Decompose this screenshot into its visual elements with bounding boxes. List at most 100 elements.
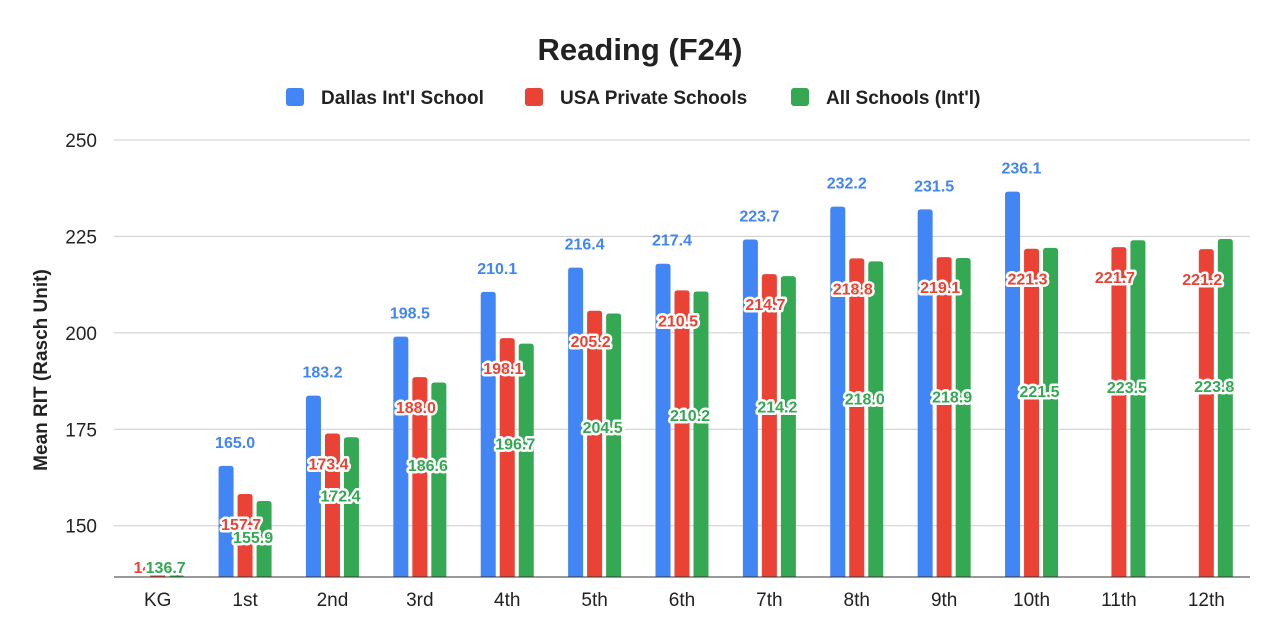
bar-all-schools-int-l-9th: [955, 257, 971, 577]
data-label-dallas-int-l-school-3rd: 198.5: [390, 306, 430, 323]
x-tick-label-9th: 9th: [931, 590, 957, 611]
bar-all-schools-int-l-11th: [1130, 240, 1146, 577]
y-axis-ticks: 150 175 200 225 250: [65, 131, 97, 538]
data-label-usa-private-schools-8th: 218.8: [833, 281, 873, 298]
y-tick-label: 175: [65, 420, 97, 441]
data-label-usa-private-schools-5th: 205.2: [571, 334, 611, 351]
y-axis-label: Mean RIT (Rasch Unit): [31, 269, 52, 471]
data-label-all-schools-int-l-12th: 223.8: [1194, 379, 1234, 396]
data-label-all-schools-int-l-10th: 221.5: [1020, 384, 1060, 401]
data-label-all-schools-int-l-9th: 218.9: [932, 390, 972, 407]
data-label-all-schools-int-l-8th: 218.0: [845, 392, 885, 409]
legend-label-dallas-int-l-school: Dallas Int'l School: [321, 88, 484, 109]
bar-dallas-int-l-school-3rd: [393, 336, 409, 577]
x-tick-label-2nd: 2nd: [317, 590, 349, 611]
bar-usa-private-schools-2nd: [324, 433, 340, 577]
x-tick-label-3rd: 3rd: [406, 590, 433, 611]
bar-all-schools-int-l-8th: [868, 261, 884, 577]
data-label-usa-private-schools-10th: 221.3: [1008, 272, 1048, 289]
data-label-usa-private-schools-kg: 140.2: [134, 560, 174, 577]
data-label-all-schools-int-l-4th: 196.7: [495, 437, 535, 454]
bar-usa-private-schools-5th: [587, 310, 603, 577]
bar-dallas-int-l-school-1st: [218, 465, 234, 577]
data-label-all-schools-int-l-5th: 204.5: [583, 420, 623, 437]
bar-usa-private-schools-3rd: [412, 377, 428, 577]
data-label-dallas-int-l-school-2nd: 183.2: [302, 365, 342, 382]
bar-dallas-int-l-school-9th: [917, 209, 933, 578]
bar-dallas-int-l-school-5th: [568, 267, 584, 577]
bar-all-schools-int-l-5th: [606, 313, 622, 577]
data-label-dallas-int-l-school-5th: 216.4: [565, 237, 605, 254]
bar-dallas-int-l-school-8th: [830, 206, 846, 577]
x-tick-label-12th: 12th: [1188, 590, 1225, 611]
bar-usa-private-schools-1st: [237, 494, 253, 577]
y-tick-label: 225: [65, 227, 97, 248]
data-label-dallas-int-l-school-7th: 223.7: [739, 208, 779, 225]
legend-swatch-dallas-int-l-school: [286, 88, 304, 106]
bar-dallas-int-l-school-4th: [480, 291, 496, 577]
x-tick-label-6th: 6th: [669, 590, 695, 611]
data-label-usa-private-schools-11th: 221.7: [1095, 270, 1135, 287]
legend-swatch-all-schools-int-l: [791, 88, 809, 106]
bar-dallas-int-l-school-6th: [655, 263, 671, 577]
data-label-usa-private-schools-3rd: 188.0: [396, 400, 436, 417]
y-tick-label: 200: [65, 324, 97, 345]
data-label-all-schools-int-l-3rd: 186.6: [408, 458, 448, 475]
data-label-all-schools-int-l-1st: 155.9: [233, 530, 273, 547]
x-tick-label-kg: KG: [144, 590, 171, 611]
bar-usa-private-schools-8th: [849, 258, 865, 577]
bars: [150, 191, 1233, 578]
x-tick-label-1st: 1st: [232, 590, 258, 611]
bar-usa-private-schools-9th: [936, 257, 952, 577]
data-label-all-schools-int-l-11th: 223.5: [1107, 380, 1147, 397]
data-label-dallas-int-l-school-8th: 232.2: [827, 176, 867, 193]
bar-all-schools-int-l-12th: [1217, 239, 1233, 577]
data-label-all-schools-int-l-6th: 210.2: [670, 408, 710, 425]
legend-swatch-usa-private-schools: [525, 88, 543, 106]
data-label-dallas-int-l-school-6th: 217.4: [652, 233, 692, 250]
y-tick-label: 150: [65, 517, 97, 538]
data-label-all-schools-int-l-kg: 136.7: [146, 560, 186, 577]
bar-all-schools-int-l-6th: [693, 291, 709, 577]
bar-all-schools-int-l-4th: [518, 343, 534, 577]
bar-all-schools-int-l-2nd: [343, 437, 359, 577]
x-tick-label-8th: 8th: [844, 590, 870, 611]
bar-dallas-int-l-school-10th: [1005, 191, 1021, 577]
bar-usa-private-schools-6th: [674, 290, 690, 577]
data-label-usa-private-schools-4th: 198.1: [483, 361, 523, 378]
bar-all-schools-int-l-3rd: [431, 382, 447, 577]
y-tick-label: 250: [65, 131, 97, 152]
data-label-dallas-int-l-school-10th: 236.1: [1002, 161, 1042, 178]
data-label-usa-private-schools-2nd: 173.4: [308, 456, 348, 473]
legend-label-usa-private-schools: USA Private Schools: [560, 88, 747, 109]
data-label-dallas-int-l-school-1st: 165.0: [215, 435, 255, 452]
legend-label-all-schools-int-l: All Schools (Int'l): [826, 88, 980, 109]
bar-usa-private-schools-12th: [1198, 249, 1214, 577]
bar-all-schools-int-l-7th: [780, 276, 796, 577]
data-label-dallas-int-l-school-4th: 210.1: [477, 261, 517, 278]
data-label-usa-private-schools-1st: 157.7: [221, 517, 261, 534]
x-tick-label-10th: 10th: [1013, 590, 1050, 611]
bar-dallas-int-l-school-2nd: [305, 395, 321, 577]
x-tick-label-5th: 5th: [581, 590, 607, 611]
x-axis-ticks: KG 1st 2nd 3rd 4th 5th 6th 7th 8th 9th 10th 11th 12t…: [144, 590, 1225, 611]
bar-usa-private-schools-10th: [1024, 248, 1040, 577]
x-tick-label-7th: 7th: [756, 590, 782, 611]
bar-usa-private-schools-4th: [499, 338, 515, 577]
chart-title: Reading (F24): [538, 32, 743, 67]
data-label-usa-private-schools-6th: 210.5: [658, 313, 698, 330]
legend: Dallas Int'l School USA Private Schools Al…: [286, 88, 980, 109]
bar-usa-private-schools-7th: [761, 274, 777, 577]
bar-usa-private-schools-kg: [150, 561, 166, 577]
bar-all-schools-int-l-1st: [256, 500, 272, 577]
data-label-usa-private-schools-7th: 214.7: [745, 297, 785, 314]
data-label-all-schools-int-l-7th: 214.2: [757, 400, 797, 417]
bar-dallas-int-l-school-7th: [742, 239, 758, 577]
x-tick-label-4th: 4th: [494, 590, 520, 611]
bar-usa-private-schools-11th: [1111, 247, 1127, 578]
data-label-usa-private-schools-9th: 219.1: [920, 280, 960, 297]
data-label-dallas-int-l-school-9th: 231.5: [914, 178, 954, 195]
data-label-all-schools-int-l-2nd: 172.4: [320, 488, 360, 505]
